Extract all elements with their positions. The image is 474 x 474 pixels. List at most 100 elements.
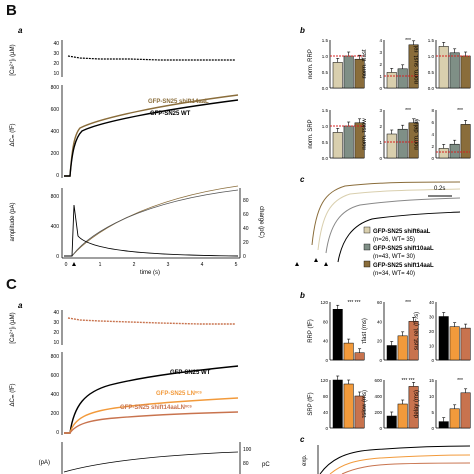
significance-stars: ***	[405, 300, 411, 306]
svg-text:600: 600	[51, 107, 60, 113]
bar-tick-label: 1.0	[322, 54, 329, 59]
svg-text:2: 2	[133, 262, 136, 268]
panel-c-c-label: c	[300, 435, 305, 444]
bar	[438, 148, 449, 159]
bar	[386, 345, 397, 361]
svg-text:0: 0	[65, 262, 68, 268]
svg-text:800: 800	[51, 354, 60, 360]
svg-text:0: 0	[56, 430, 59, 436]
bar-tick-label: 3	[379, 108, 382, 113]
bar-ylabel: RRP (fF)	[308, 319, 314, 343]
b-amp-axis-label: amplitude (pA)	[10, 202, 16, 241]
svg-text:0: 0	[56, 254, 59, 260]
svg-text:20: 20	[243, 240, 249, 246]
bar-tick-label: 40	[323, 339, 329, 344]
panel-b-b-label: b	[300, 26, 305, 35]
bar	[449, 326, 460, 361]
bar-tick-label: 4	[431, 132, 434, 137]
bar-tick-label: 120	[320, 378, 328, 383]
svg-text:4: 4	[201, 262, 204, 268]
bar-ylabel: norm. delay	[414, 118, 420, 149]
c-amp-plot: (pA) 80 100 pC	[39, 442, 270, 474]
bar-tick-label: 0	[325, 426, 328, 431]
bar-tick-label: 2	[379, 62, 382, 67]
c-bar-charts: RRP (fF) 0 40 80 120 *** *** τfast (ms) 0 20 40 60…	[308, 300, 471, 431]
b-ca-trace	[67, 55, 235, 61]
bar-tick-label: 600	[374, 378, 382, 383]
bar-tick-label: 40	[429, 300, 435, 305]
bar-tick-label: 120	[320, 300, 328, 305]
svg-text:600: 600	[51, 373, 60, 379]
bar-tick-label: 0	[379, 86, 382, 91]
bar	[332, 132, 343, 159]
b-cm-trace-wt	[64, 99, 239, 177]
bar	[332, 379, 343, 429]
c-cm-plot: ΔCₘ (fF) 0 200 400 600 800 GFP-SN25 WT G…	[10, 352, 239, 436]
b-bar-charts: norm. RRP 0.0 0.5 1.0 1.5 norm. τfast 0 1 2 3 4 ***…	[308, 38, 471, 161]
bar	[386, 133, 397, 159]
bar-tick-label: 10	[429, 394, 435, 399]
bar-tick-label: 1.0	[322, 124, 329, 129]
significance-stars: *** ***	[347, 300, 360, 306]
c-trace-label-wt: GFP-SN25 WT	[170, 370, 211, 376]
b-ca-ticks: 10 20 30 40	[53, 41, 59, 77]
b-stimulus-arrow	[72, 262, 76, 266]
bar-ylabel: τfast (ms)	[362, 318, 368, 344]
b-charge-trace-wt	[64, 189, 239, 257]
svg-text:30: 30	[53, 320, 59, 326]
bar-tick-label: 0.0	[428, 86, 435, 91]
bar	[460, 392, 471, 429]
bar-tick-label: 2	[431, 144, 434, 149]
bar	[460, 124, 471, 159]
b-c-traces: 0.2s	[295, 181, 461, 266]
bar-tick-label: 1.0	[428, 54, 435, 59]
bar	[438, 421, 449, 429]
b-time-ticks: 0 1 2 3 4 5	[65, 262, 238, 268]
bar	[343, 342, 354, 361]
bar-tick-label: 80	[323, 319, 329, 324]
b-cm-axis-label: ΔCₘ (fF)	[10, 123, 16, 146]
c-cm-axis-label: ΔCₘ (fF)	[10, 383, 16, 406]
c-c-traces: exp.	[302, 445, 471, 474]
bar-tick-label: 200	[374, 410, 382, 415]
bar-tick-label: 0	[379, 426, 382, 431]
bar-tick-label: 1.5	[322, 108, 329, 113]
b-trace-label-wt: GFP-SN25 WT	[150, 111, 191, 117]
bar-tick-label: 15	[429, 378, 435, 383]
c-cm-ticks: 0 200 400 600 800	[51, 354, 60, 436]
bar-tick-label: 0	[325, 358, 328, 363]
bar-tick-label: 60	[377, 300, 383, 305]
bar-ylabel: delay (ms)	[414, 390, 420, 418]
bar-tick-label: 400	[374, 394, 382, 399]
bar-tick-label: 1	[379, 140, 382, 145]
bar	[449, 408, 460, 429]
significance-stars: ***	[405, 108, 411, 114]
b-c-arrow-2	[314, 258, 318, 262]
b-amp-ticks: 0 400 800	[51, 194, 60, 260]
b-charge-ticks: 0 20 40 60 80	[243, 198, 249, 260]
svg-text:400: 400	[51, 392, 60, 398]
c-c-ylabel: exp.	[302, 454, 308, 466]
bar-tick-label: 2	[379, 124, 382, 129]
bar	[332, 62, 343, 89]
svg-text:20: 20	[53, 330, 59, 336]
svg-text:40: 40	[53, 41, 59, 47]
bar	[438, 316, 449, 361]
bar-ylabel: sust. rel. (fF/s)	[414, 312, 420, 350]
b-trace-label-shift14: GFP-SN25 shift14aaL	[148, 99, 209, 105]
significance-stars: ***	[457, 378, 463, 384]
bar-tick-label: 40	[377, 319, 383, 324]
bar-tick-label: 20	[429, 329, 435, 334]
bar-tick-label: 0	[431, 358, 434, 363]
bar-tick-label: 0.0	[322, 86, 329, 91]
bar	[397, 128, 408, 159]
c-charge-unit: pC	[262, 462, 270, 468]
b-c-scalebar-label: 0.2s	[434, 186, 445, 192]
c-ca-ticks: 10 20 30 40	[53, 310, 59, 346]
bar	[460, 55, 471, 89]
svg-text:40: 40	[53, 310, 59, 316]
c-trace-label-ln: GFP-SN25 LNᵛᶜˢ	[156, 391, 202, 397]
panel-c-letter: C	[6, 276, 17, 293]
bar	[343, 125, 354, 159]
